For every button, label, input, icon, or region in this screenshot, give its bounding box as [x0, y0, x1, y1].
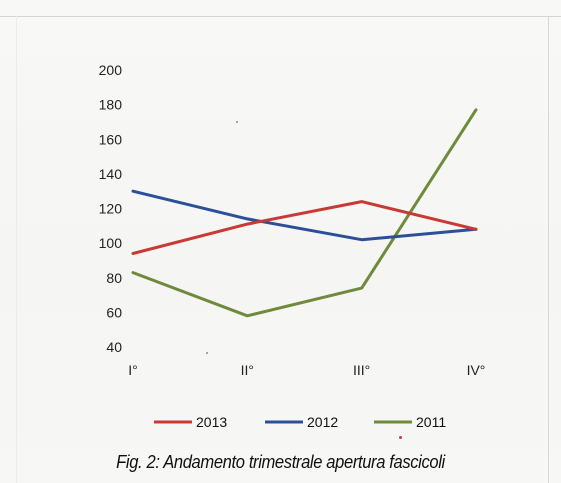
- y-tick-label: 120: [99, 201, 123, 217]
- y-tick-label: 200: [99, 62, 123, 78]
- x-tick-label: III°: [353, 362, 370, 378]
- page-right-edge: [548, 16, 549, 483]
- scan-speck: [206, 352, 208, 354]
- series-lines: [131, 108, 478, 318]
- page-left-edge: [16, 16, 17, 483]
- figure-caption: Fig. 2: Andamento trimestrale apertura f…: [116, 452, 445, 472]
- y-tick-label: 180: [99, 97, 123, 113]
- series-line-2012: [131, 189, 478, 242]
- legend: 2013 2012 2011: [154, 414, 446, 430]
- x-tick-label: II°: [241, 362, 254, 378]
- y-tick-label: 60: [106, 304, 122, 320]
- series-line-2013: [131, 200, 478, 255]
- y-tick-label: 100: [99, 235, 123, 251]
- scan-speck: [236, 121, 238, 123]
- x-tick-label: IV°: [467, 362, 486, 378]
- y-tick-label: 140: [99, 166, 123, 182]
- series-line-2011: [131, 108, 478, 318]
- legend-label-2011: 2011: [416, 414, 446, 430]
- legend-label-2012: 2012: [307, 414, 338, 430]
- y-tick-label: 80: [106, 270, 122, 286]
- red-mark: [399, 436, 402, 439]
- y-tick-label: 40: [106, 339, 122, 355]
- legend-label-2013: 2013: [196, 414, 227, 430]
- x-axis-ticks: I° II° III° IV°: [128, 362, 485, 378]
- y-tick-label: 160: [99, 131, 123, 147]
- y-axis-ticks: 40 60 80 100 120 140 160 180 200: [99, 62, 123, 355]
- page-top-edge: [0, 16, 561, 17]
- x-tick-label: I°: [128, 362, 138, 378]
